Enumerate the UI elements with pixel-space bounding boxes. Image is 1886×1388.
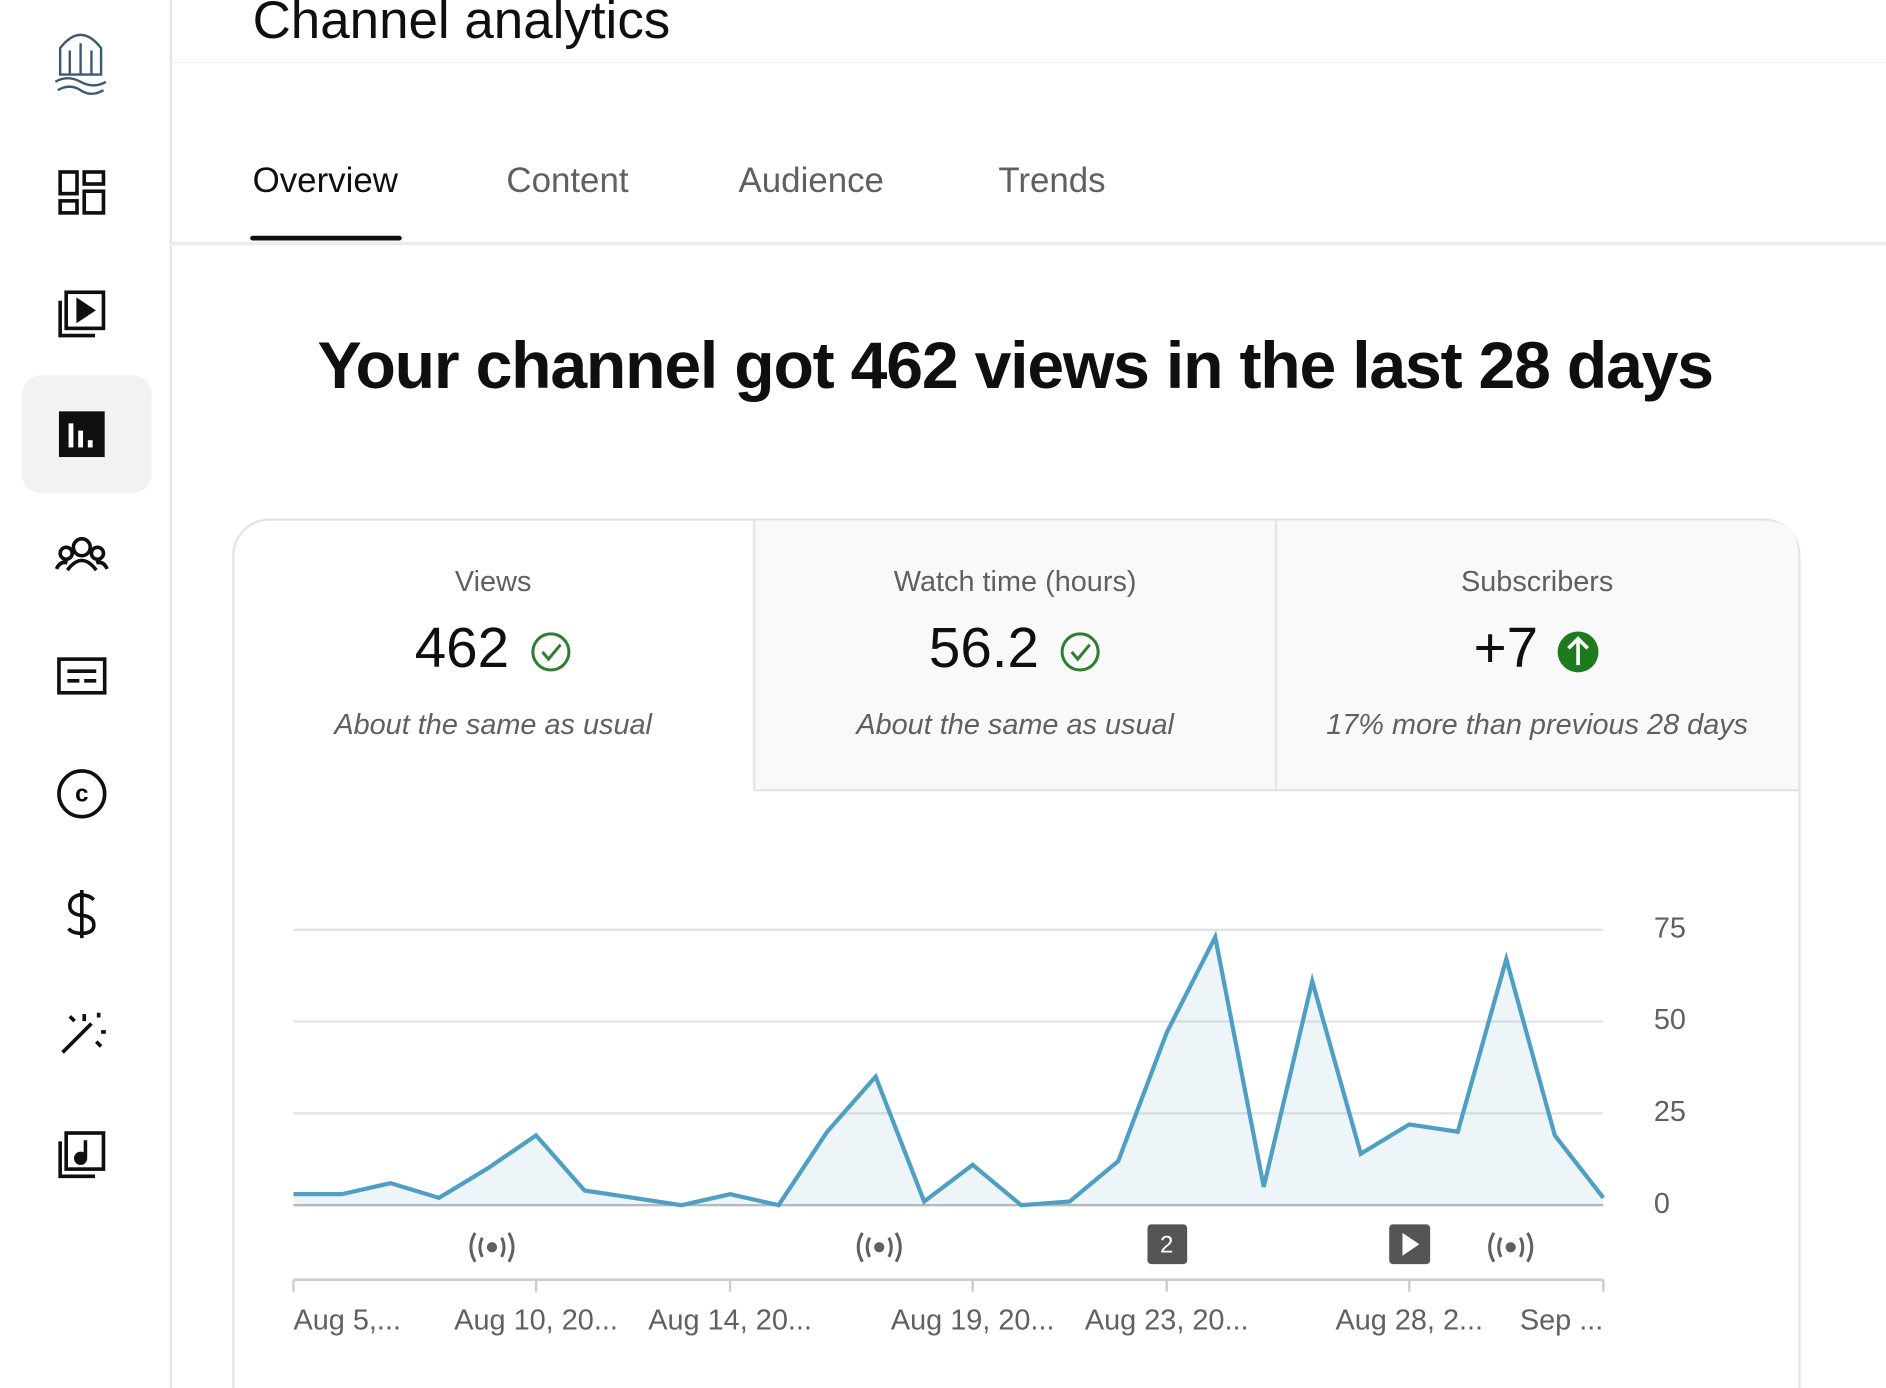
copyright-icon[interactable]: c [57,769,107,819]
check-icon [531,632,571,672]
x-tick-label: Aug 19, 20... [891,1304,1055,1336]
live-event-icon[interactable] [469,1232,515,1263]
metric-note: 17% more than previous 28 days [1326,709,1748,741]
line [293,930,1605,1208]
x-tick-label: Aug 10, 20... [454,1304,618,1336]
analytics-icon[interactable] [58,411,105,458]
x-tick-label: Aug 23, 20... [1085,1304,1249,1336]
metric-label[interactable]: Views [455,566,531,598]
x-tick-label: Aug 14, 20... [648,1304,812,1336]
customization-icon[interactable] [61,1012,106,1054]
community-icon[interactable] [54,537,109,572]
headline: Your channel got 462 views in the last 2… [317,329,1712,403]
video-event-icon[interactable] [1389,1224,1431,1265]
audio-library-icon[interactable] [58,1131,106,1179]
dashboard-icon[interactable] [58,170,106,215]
tab[interactable]: Overview [253,161,399,200]
content-icon[interactable] [58,290,106,338]
metric-label[interactable]: Subscribers [1461,566,1613,598]
badge-count: 2 [1160,1231,1173,1258]
y-tick-label: 25 [1654,1096,1686,1128]
tab-indicator [250,235,402,241]
tab[interactable]: Trends [998,161,1105,200]
metric-note: About the same as usual [854,709,1175,741]
metric-value: +7 [1474,616,1538,679]
y-tick-label: 75 [1654,912,1686,944]
channel-logo [54,33,107,96]
y-tick-label: 50 [1654,1004,1686,1036]
x-tick-label: Aug 5,... [294,1304,401,1336]
check-icon [1060,632,1100,672]
live-event-icon[interactable] [1488,1232,1534,1263]
badge-bg[interactable] [1147,1224,1188,1265]
x-tick-label: Sep ... [1520,1304,1603,1336]
metric-label[interactable]: Watch time (hours) [894,566,1137,598]
x-tick-label: Aug 28, 2... [1335,1304,1483,1336]
metric-value: 56.2 [929,616,1039,679]
metric-value: 462 [415,616,509,679]
tab[interactable]: Content [506,161,628,200]
earn-icon[interactable] [67,890,96,939]
live-event-icon[interactable] [856,1232,902,1263]
metric-note: About the same as usual [332,709,653,741]
page-title: Channel analytics [253,0,671,50]
svg-text:c: c [75,780,88,807]
subtitles-icon[interactable] [57,657,107,695]
up-arrow-icon [1557,631,1599,673]
y-tick-label: 0 [1654,1188,1670,1220]
tab[interactable]: Audience [739,161,884,200]
header-shadow [170,241,1886,246]
